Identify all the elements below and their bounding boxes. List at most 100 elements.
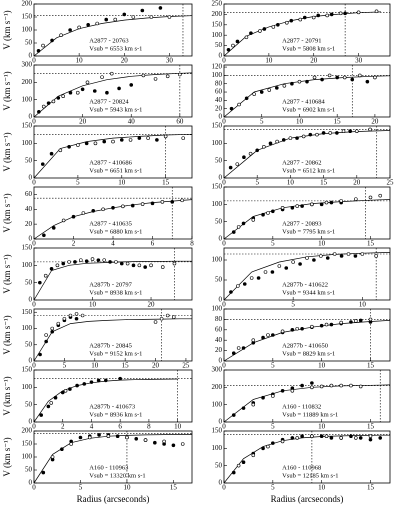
y-tick-label: 0 xyxy=(219,113,223,121)
filled-point xyxy=(50,38,54,43)
open-point xyxy=(79,258,83,262)
y-tick-label: 0 xyxy=(29,418,33,426)
open-point xyxy=(263,270,268,274)
y-tick-label: 100 xyxy=(22,453,33,461)
open-point xyxy=(301,134,306,139)
filled-point xyxy=(261,335,265,340)
open-point xyxy=(298,17,303,22)
x-tick-label: 0 xyxy=(32,57,36,65)
open-point xyxy=(95,21,99,26)
x-tick-label: 8 xyxy=(147,423,151,431)
panel-annotation: Vsub = 12185 km s-1 xyxy=(282,472,338,479)
y-tick-label: 20 xyxy=(215,346,223,354)
x-tick-label: 5 xyxy=(271,362,275,370)
filled-point xyxy=(119,138,124,142)
y-tick-label: 100 xyxy=(212,400,223,408)
open-point xyxy=(368,195,373,200)
filled-point xyxy=(82,382,87,386)
open-point xyxy=(251,402,256,407)
open-point xyxy=(356,10,361,15)
x-tick-label: 10 xyxy=(318,240,326,248)
open-point xyxy=(310,324,314,329)
y-tick-label: 0 xyxy=(29,113,33,121)
x-tick-label: 10 xyxy=(91,362,99,370)
y-tick-label: 0 xyxy=(29,296,33,304)
filled-point xyxy=(262,27,267,31)
filled-point xyxy=(68,387,72,391)
filled-point xyxy=(329,200,334,205)
y-tick-label: 0 xyxy=(219,357,223,365)
open-point xyxy=(106,434,111,439)
y-tick-label: 50 xyxy=(25,278,33,286)
y-tick-label: 0 xyxy=(29,174,33,182)
y-tick-label: 150 xyxy=(22,440,33,448)
panel-annotation: Vsub = 9152 km s-1 xyxy=(89,350,142,357)
filled-point xyxy=(368,437,373,442)
open-point xyxy=(354,129,359,133)
open-point xyxy=(61,218,66,223)
filled-point xyxy=(335,131,339,135)
x-tick-label: 0 xyxy=(222,179,226,187)
open-point xyxy=(128,138,133,142)
filled-point xyxy=(329,12,334,17)
open-point xyxy=(102,258,107,262)
open-point xyxy=(75,90,80,95)
open-point xyxy=(327,73,332,78)
filled-point xyxy=(300,383,304,388)
filled-point xyxy=(280,388,285,393)
open-point xyxy=(349,383,353,388)
y-tick-label: 0 xyxy=(29,52,33,60)
panel-annotation: Vsub = 8938 km s-1 xyxy=(89,289,142,296)
filled-point xyxy=(56,96,61,100)
open-point xyxy=(50,455,55,459)
x-tick-label: 4 xyxy=(90,423,94,431)
filled-point xyxy=(49,266,54,271)
plot-frame xyxy=(223,308,391,362)
open-point xyxy=(162,439,166,444)
y-tick-label: 50 xyxy=(215,276,223,284)
open-point xyxy=(160,265,165,269)
y-tick-label: 120 xyxy=(212,63,223,71)
filled-point xyxy=(155,138,159,142)
filled-point xyxy=(60,390,65,395)
panel-annotation: A160 - 110832 xyxy=(282,403,321,410)
open-point xyxy=(285,20,289,25)
open-point xyxy=(271,394,275,398)
open-point xyxy=(249,276,254,280)
panel-annotation: A2877b - 20845 xyxy=(89,342,132,349)
open-point xyxy=(236,225,241,229)
open-point xyxy=(319,254,323,258)
y-tick-label: 0 xyxy=(219,235,223,243)
open-point xyxy=(368,434,373,439)
filled-point xyxy=(378,436,383,440)
filled-point xyxy=(111,206,115,210)
open-point xyxy=(50,326,55,331)
filled-point xyxy=(271,209,275,214)
y-tick-label: 100 xyxy=(212,71,223,79)
open-point xyxy=(378,193,383,198)
open-point xyxy=(346,252,351,256)
open-point xyxy=(295,326,300,331)
panel-annotation: Vsub = 6553 km s-1 xyxy=(89,45,142,52)
open-point xyxy=(342,75,347,80)
x-tick-label: 5 xyxy=(76,179,80,187)
filled-point xyxy=(349,320,353,324)
y-tick-label: 100 xyxy=(22,261,33,269)
filled-point xyxy=(241,460,246,465)
filled-point xyxy=(37,110,41,114)
panel-annotation: A2877 - 20791 xyxy=(282,37,321,44)
y-tick-label: 0 xyxy=(219,52,223,60)
open-point xyxy=(141,73,146,78)
open-point xyxy=(244,35,249,40)
y-tick-label: 100 xyxy=(22,383,33,391)
open-point xyxy=(181,136,186,140)
plot-frame xyxy=(33,369,193,423)
open-point xyxy=(251,218,256,222)
filled-point xyxy=(115,434,120,439)
filled-point xyxy=(231,230,236,234)
plot-frame xyxy=(33,64,193,118)
open-point xyxy=(305,256,309,260)
x-tick-label: 5 xyxy=(79,484,83,492)
filled-point xyxy=(61,261,66,266)
filled-point xyxy=(46,404,51,409)
